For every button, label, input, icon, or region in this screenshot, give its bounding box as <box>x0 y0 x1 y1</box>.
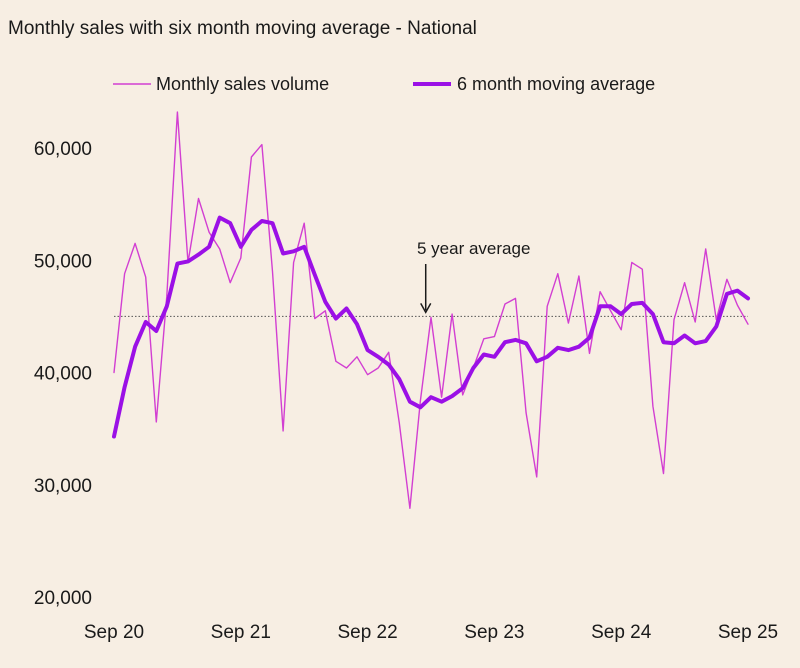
y-tick-label: 20,000 <box>34 588 92 609</box>
legend: Monthly sales volume 6 month moving avera… <box>113 74 655 94</box>
x-tick-label: Sep 21 <box>211 622 271 643</box>
chart-title: Monthly sales with six month moving aver… <box>8 18 477 39</box>
legend-label: 6 month moving average <box>457 74 655 94</box>
x-tick-label: Sep 20 <box>84 622 144 643</box>
y-tick-label: 60,000 <box>34 139 92 160</box>
y-axis-ticks: 20,000 30,000 40,000 50,000 60,000 <box>34 139 92 609</box>
five-year-average-label: 5 year average <box>417 239 530 258</box>
x-tick-label: Sep 25 <box>718 622 778 643</box>
x-axis-ticks: Sep 20 Sep 21 Sep 22 Sep 23 Sep 24 Sep 25 <box>84 622 778 643</box>
y-tick-label: 50,000 <box>34 251 92 272</box>
x-tick-label: Sep 23 <box>464 622 524 643</box>
y-tick-label: 40,000 <box>34 364 92 385</box>
legend-label: Monthly sales volume <box>156 74 329 94</box>
moving-average-line <box>112 215 750 439</box>
x-tick-label: Sep 22 <box>337 622 397 643</box>
monthly-sales-line <box>113 111 749 509</box>
series-group <box>112 111 750 509</box>
y-tick-label: 30,000 <box>34 476 92 497</box>
reference-line-group: 5 year average <box>114 239 748 317</box>
x-tick-label: Sep 24 <box>591 622 652 643</box>
annotation-arrow-head <box>420 303 432 314</box>
